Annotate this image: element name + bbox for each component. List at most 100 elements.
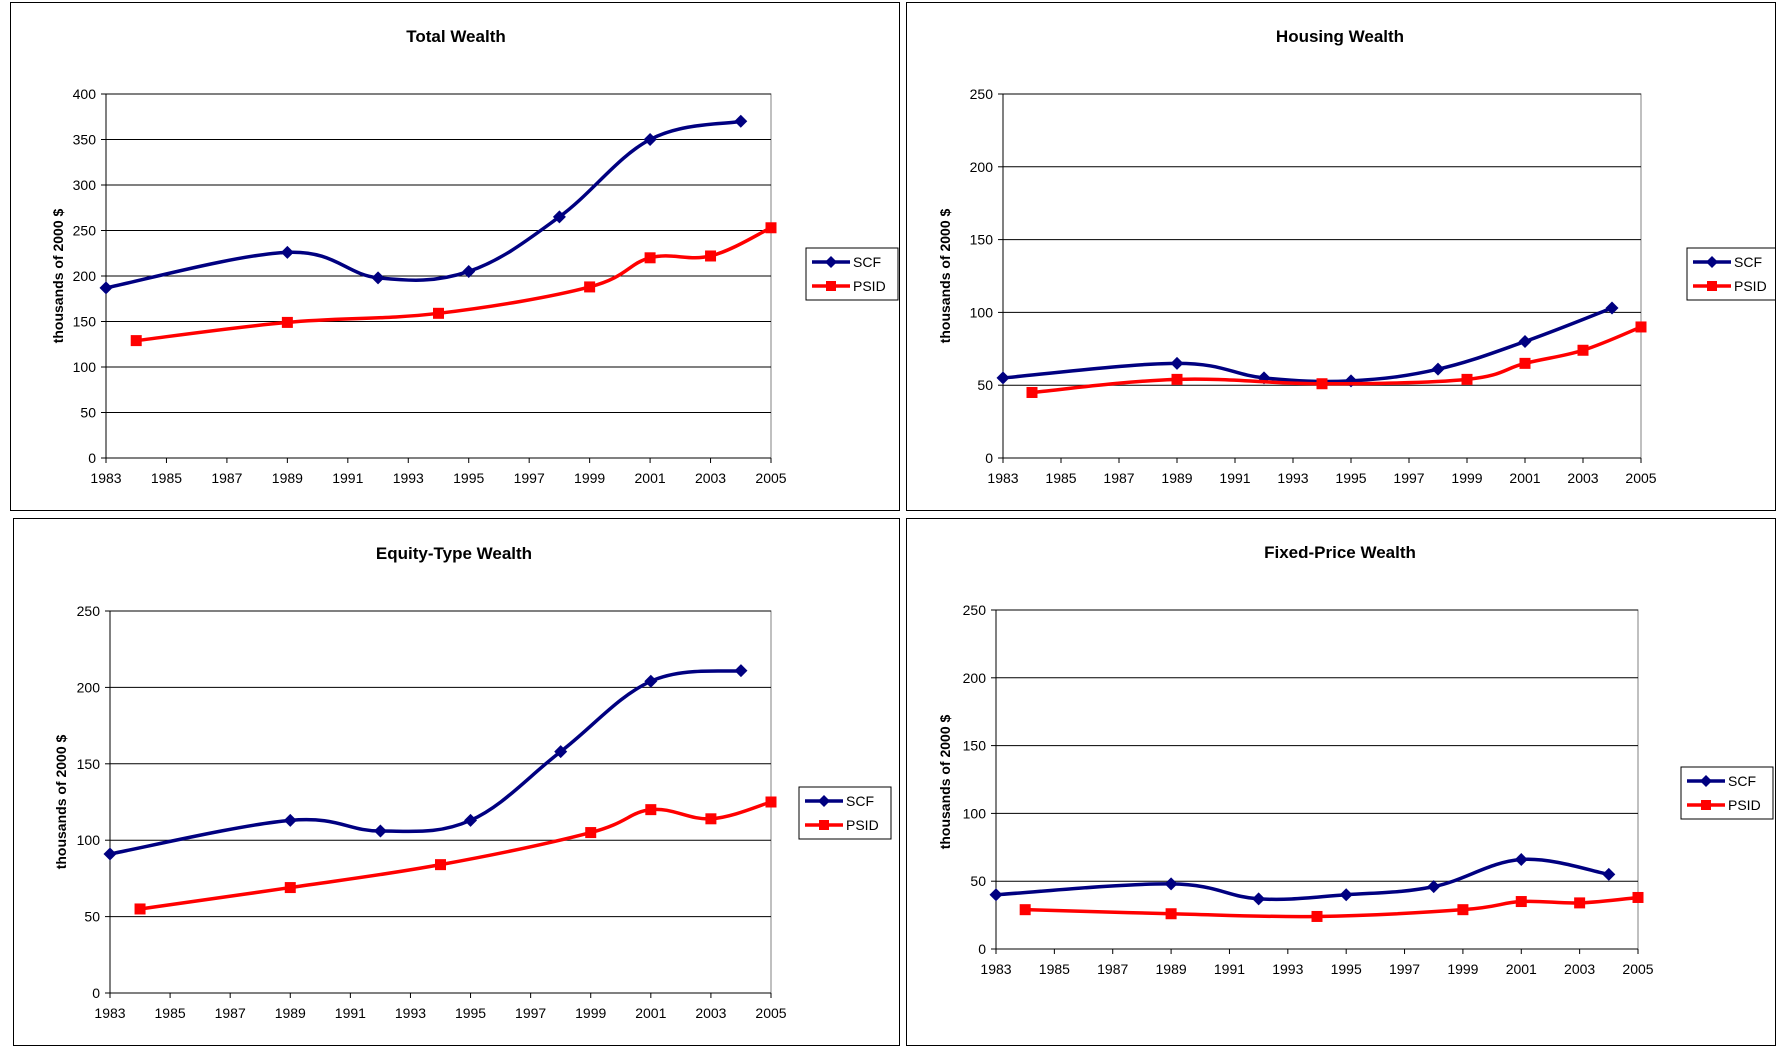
data-point-psid [644, 252, 656, 264]
y-tick-label: 100 [73, 359, 97, 375]
legend-label-scf: SCF [1728, 773, 1756, 789]
data-point-scf [283, 813, 297, 827]
y-tick-label: 0 [88, 450, 96, 466]
data-point-psid [435, 859, 446, 871]
data-point-scf [1518, 335, 1532, 349]
x-tick-label: 1997 [515, 1005, 546, 1021]
y-tick-label: 350 [73, 132, 97, 148]
x-tick-label: 1985 [1039, 961, 1070, 977]
x-tick-label: 1993 [395, 1005, 426, 1021]
chart-title: Equity-Type Wealth [376, 544, 532, 563]
data-point-scf [462, 264, 476, 278]
legend-marker-scf [825, 256, 837, 268]
series-line-psid [136, 226, 772, 343]
y-tick-label: 50 [977, 377, 993, 393]
x-tick-label: 2005 [1622, 961, 1653, 977]
data-point-scf [734, 114, 748, 128]
data-point-scf [996, 371, 1010, 385]
data-point-psid [1165, 908, 1177, 920]
data-point-psid [1461, 373, 1473, 385]
y-tick-label: 150 [73, 314, 97, 330]
data-point-scf [371, 271, 385, 285]
y-tick-label: 50 [970, 873, 986, 889]
data-point-psid [1457, 904, 1469, 916]
x-tick-label: 1991 [335, 1005, 366, 1021]
x-tick-label: 1997 [1389, 961, 1420, 977]
x-tick-label: 1997 [1393, 470, 1424, 486]
plot-area [1002, 93, 1642, 459]
data-point-scf [643, 133, 657, 146]
legend-label-scf: SCF [853, 254, 881, 270]
x-tick-label: 1989 [1156, 961, 1187, 977]
legend-marker-psid [826, 281, 836, 291]
legend-label-scf: SCF [1734, 254, 1762, 270]
x-tick-label: 1993 [1277, 470, 1308, 486]
data-point-psid [433, 307, 444, 319]
x-tick-label: 1985 [155, 1005, 186, 1021]
plot-area [109, 610, 772, 994]
chart-panel-equity-type-wealth: Equity-Type Wealth thousands of 2000 $ 0 50… [13, 518, 900, 1046]
data-point-psid [1311, 910, 1323, 922]
x-tick-label: 1995 [1331, 961, 1362, 977]
legend-label-psid: PSID [853, 278, 886, 294]
x-tick-label: 1987 [211, 470, 242, 486]
x-tick-label: 1999 [575, 1005, 606, 1021]
y-tick-label: 150 [970, 232, 994, 248]
chart-panel-fixed-price-wealth: Fixed-Price Wealth thousands of 2000 $ 0 50… [906, 518, 1776, 1046]
x-tick-label: 1989 [272, 470, 303, 486]
x-tick-label: 1995 [455, 1005, 486, 1021]
data-point-scf [1431, 362, 1445, 376]
x-tick-label: 2003 [1567, 470, 1598, 486]
data-point-scf [1339, 888, 1353, 902]
y-tick-label: 250 [963, 602, 987, 618]
x-tick-label: 1991 [1214, 961, 1245, 977]
data-point-psid [1632, 891, 1644, 903]
x-tick-label: 2001 [635, 1005, 666, 1021]
y-tick-label: 200 [73, 268, 97, 284]
data-point-scf [1605, 301, 1619, 315]
data-point-scf [1252, 892, 1266, 906]
data-point-psid [765, 222, 777, 234]
legend [798, 786, 892, 840]
data-point-psid [585, 827, 597, 839]
legend-label-scf: SCF [846, 793, 874, 809]
legend-marker-psid [1701, 800, 1711, 810]
y-tick-label: 100 [963, 805, 987, 821]
x-tick-label: 1983 [94, 1005, 125, 1021]
y-axis-label: thousands of 2000 $ [937, 208, 953, 343]
x-tick-label: 1999 [1447, 961, 1478, 977]
data-point-psid [705, 813, 717, 825]
data-point-scf [1164, 877, 1178, 891]
data-point-psid [1519, 357, 1531, 369]
legend [1686, 247, 1775, 301]
equity-type-wealth-chart: Equity-Type Wealth thousands of 2000 $ 0 50… [53, 544, 892, 1021]
data-point-psid [281, 316, 293, 328]
y-tick-label: 0 [92, 985, 100, 1001]
x-tick-label: 1995 [453, 470, 484, 486]
x-tick-label: 1991 [1219, 470, 1250, 486]
data-point-scf [1427, 880, 1441, 894]
x-tick-label: 1987 [1103, 470, 1134, 486]
y-tick-label: 200 [970, 159, 994, 175]
plot-area [995, 609, 1639, 950]
y-tick-label: 100 [970, 304, 994, 320]
data-point-scf [1170, 356, 1184, 370]
data-point-psid [1577, 344, 1589, 356]
legend-marker-scf [1700, 775, 1712, 787]
y-tick-label: 50 [84, 909, 100, 925]
data-point-scf [734, 664, 748, 678]
y-tick-label: 0 [978, 941, 986, 957]
legend-marker-scf [818, 795, 830, 807]
data-point-psid [765, 796, 777, 808]
y-tick-label: 100 [77, 832, 101, 848]
x-tick-label: 1995 [1335, 470, 1366, 486]
y-axis-label: thousands of 2000 $ [50, 208, 66, 343]
series-line-psid [139, 800, 772, 911]
legend-marker-psid [1707, 281, 1717, 291]
data-point-scf [989, 888, 1003, 902]
y-axis-label: thousands of 2000 $ [53, 734, 69, 869]
data-point-psid [134, 903, 146, 915]
total-wealth-chart: Total Wealth thousands of 2000 $ 0 50 100 150… [50, 27, 899, 486]
y-tick-label: 50 [80, 405, 96, 421]
data-point-psid [1026, 386, 1038, 398]
